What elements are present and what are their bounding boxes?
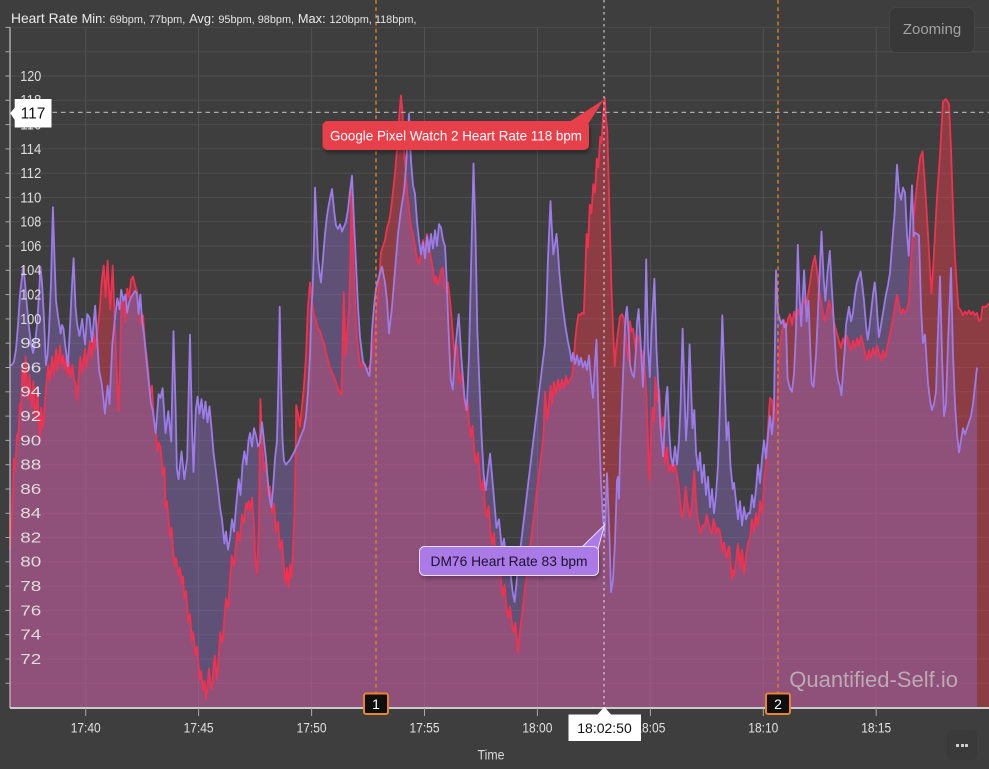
svg-text:104: 104 xyxy=(20,263,41,279)
svg-text:Time: Time xyxy=(478,747,505,763)
svg-text:82: 82 xyxy=(20,530,41,546)
svg-text:94: 94 xyxy=(20,385,41,401)
svg-text:110: 110 xyxy=(20,190,41,206)
svg-text:18:15: 18:15 xyxy=(861,720,891,736)
svg-text:DM76 Heart Rate 83 bpm: DM76 Heart Rate 83 bpm xyxy=(431,554,588,569)
svg-text:17:40: 17:40 xyxy=(71,720,101,736)
svg-text:106: 106 xyxy=(20,239,41,255)
svg-text:120: 120 xyxy=(20,69,41,85)
svg-text:17:45: 17:45 xyxy=(184,720,214,736)
svg-text:18:10: 18:10 xyxy=(748,720,778,736)
svg-text:17:50: 17:50 xyxy=(297,720,327,736)
svg-text:96: 96 xyxy=(20,360,41,376)
svg-text:78: 78 xyxy=(20,579,41,595)
svg-text:2: 2 xyxy=(774,696,782,712)
svg-text:18:02:50: 18:02:50 xyxy=(577,720,632,736)
svg-text:92: 92 xyxy=(20,409,41,425)
svg-text:108: 108 xyxy=(20,215,41,231)
svg-text:1: 1 xyxy=(372,696,380,712)
svg-text:18:00: 18:00 xyxy=(522,720,552,736)
svg-text:88: 88 xyxy=(20,458,41,474)
svg-text:Google Pixel Watch 2 Heart Rat: Google Pixel Watch 2 Heart Rate 118 bpm xyxy=(330,129,582,144)
svg-text:76: 76 xyxy=(20,603,41,619)
svg-text:72: 72 xyxy=(20,652,41,668)
svg-text:98: 98 xyxy=(20,336,41,352)
svg-text:18:05: 18:05 xyxy=(635,720,665,736)
svg-text:74: 74 xyxy=(20,628,41,644)
svg-text:17:55: 17:55 xyxy=(410,720,440,736)
svg-text:102: 102 xyxy=(20,288,41,304)
svg-text:86: 86 xyxy=(20,482,41,498)
svg-text:90: 90 xyxy=(20,433,41,449)
svg-text:84: 84 xyxy=(20,506,41,522)
svg-text:117: 117 xyxy=(21,106,46,123)
svg-text:100: 100 xyxy=(20,312,41,328)
svg-text:114: 114 xyxy=(20,142,41,158)
svg-text:Quantified-Self.io: Quantified-Self.io xyxy=(789,667,958,692)
svg-text:80: 80 xyxy=(20,555,41,571)
svg-text:112: 112 xyxy=(20,166,41,182)
